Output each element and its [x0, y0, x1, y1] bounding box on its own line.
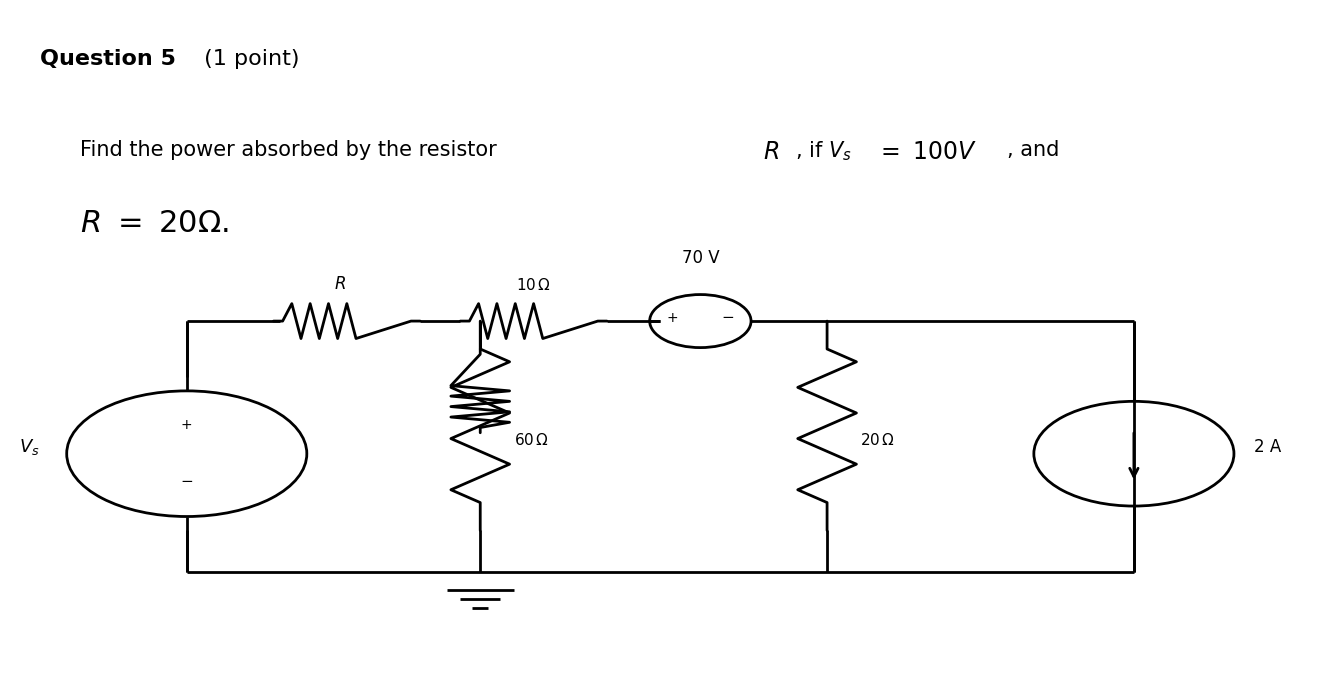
Text: 2 A: 2 A [1254, 438, 1281, 456]
Text: Find the power absorbed by the resistor: Find the power absorbed by the resistor [80, 140, 503, 160]
Text: $V_s$: $V_s$ [20, 437, 40, 456]
Text: , if $V_s$: , if $V_s$ [795, 140, 851, 163]
Text: , and: , and [1007, 140, 1059, 160]
Text: (1 point): (1 point) [197, 49, 300, 69]
Text: Question 5: Question 5 [40, 49, 176, 69]
Text: $R$: $R$ [335, 275, 346, 293]
Text: +: + [667, 311, 678, 325]
Text: 70 V: 70 V [682, 248, 719, 267]
Text: $10\,\Omega$: $10\,\Omega$ [516, 277, 551, 293]
Text: $= \ 100V$: $= \ 100V$ [876, 140, 978, 163]
Text: −: − [722, 310, 735, 325]
Text: $60\,\Omega$: $60\,\Omega$ [514, 432, 548, 447]
Text: $R$: $R$ [763, 140, 779, 163]
Text: $R \ = \ 20\Omega.$: $R \ = \ 20\Omega.$ [80, 209, 229, 239]
Text: +: + [181, 418, 192, 433]
Text: −: − [180, 475, 193, 489]
Text: $20\,\Omega$: $20\,\Omega$ [860, 432, 895, 447]
